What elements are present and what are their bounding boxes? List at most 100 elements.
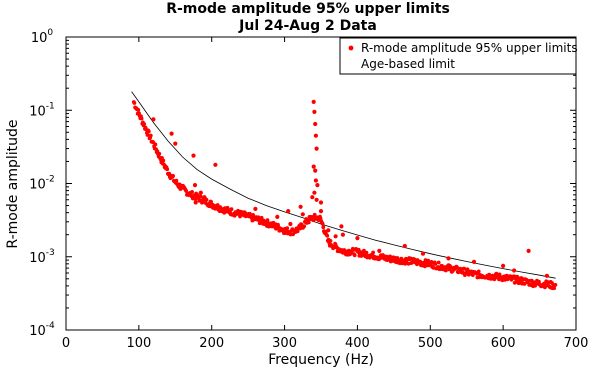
upper-limit-point — [311, 164, 316, 169]
upper-limit-point — [174, 178, 179, 183]
upper-limit-point — [433, 262, 438, 266]
upper-limit-point — [145, 133, 150, 137]
upper-limit-point — [304, 217, 309, 221]
upper-limit-point — [476, 269, 481, 274]
upper-limit-point — [471, 259, 477, 264]
upper-limit-point — [318, 200, 324, 205]
upper-limit-point — [377, 248, 382, 253]
upper-limit-point — [190, 190, 195, 194]
y-axis-label: R-mode amplitude — [5, 119, 21, 248]
upper-limit-point — [552, 286, 556, 291]
age-based-limit-line — [131, 91, 556, 279]
upper-limit-point — [148, 133, 153, 138]
upper-limit-point — [265, 218, 270, 223]
upper-limit-point — [213, 162, 218, 167]
legend: R-mode amplitude 95% upper limits Age-ba… — [339, 37, 578, 75]
upper-limit-point — [161, 158, 166, 163]
upper-limit-point — [526, 248, 531, 253]
upper-limit-point — [306, 220, 311, 225]
x-tick-label: 500 — [418, 336, 443, 351]
upper-limit-point — [198, 194, 203, 199]
upper-limit-point — [492, 277, 497, 282]
upper-limit-point — [139, 116, 144, 121]
upper-limit-point — [320, 221, 325, 226]
upper-limit-point — [446, 256, 451, 261]
upper-limit-point — [328, 239, 333, 243]
upper-limit-point — [132, 101, 137, 105]
legend-label-upper-limits: R-mode amplitude 95% upper limits — [361, 41, 578, 55]
y-tick-base: 10 — [29, 251, 46, 266]
upper-limit-point — [313, 178, 318, 183]
upper-limit-point — [146, 129, 151, 134]
upper-limit-point — [313, 133, 318, 138]
upper-limit-point — [215, 203, 220, 207]
upper-limit-point — [333, 234, 338, 239]
y-tick-exponent: -1 — [46, 101, 55, 111]
legend-label-age-limit: Age-based limit — [361, 57, 455, 71]
upper-limit-point — [151, 117, 156, 122]
upper-limit-point — [364, 250, 369, 255]
upper-limit-point — [193, 200, 198, 205]
x-tick-label: 200 — [199, 336, 224, 351]
upper-limit-point — [253, 206, 258, 211]
legend-marker-upper-limits — [348, 45, 354, 51]
upper-limit-point — [325, 233, 330, 238]
y-tick-label: 100 — [31, 28, 54, 46]
y-tick-label: 10-3 — [29, 248, 55, 266]
y-tick-exponent: -4 — [46, 321, 55, 331]
x-tick-label: 0 — [62, 336, 70, 351]
upper-limit-point — [311, 99, 316, 104]
upper-limit-point — [487, 272, 492, 277]
upper-limit-point — [169, 131, 174, 136]
chart-subtitle: Jul 24-Aug 2 Data — [238, 18, 377, 34]
y-tick-base: 10 — [29, 178, 46, 193]
upper-limit-point — [340, 232, 345, 237]
x-tick-label: 400 — [345, 336, 370, 351]
upper-limit-point — [371, 250, 375, 255]
upper-limit-point — [165, 167, 170, 172]
upper-limit-point — [142, 122, 147, 126]
upper-limit-point — [310, 195, 315, 200]
upper-limit-point — [444, 268, 448, 273]
upper-limit-point — [420, 251, 426, 256]
upper-limit-point — [229, 207, 234, 212]
plot-marks — [131, 91, 558, 291]
upper-limit-point — [157, 151, 162, 156]
upper-limit-point — [286, 209, 291, 214]
upper-limit-point — [318, 209, 324, 214]
y-tick-label: 10-4 — [29, 321, 55, 339]
y-tick-exponent: -3 — [46, 248, 55, 258]
x-tick-label: 600 — [491, 336, 516, 351]
upper-limit-point — [153, 142, 158, 147]
x-tick-label: 300 — [272, 336, 297, 351]
upper-limit-point — [191, 153, 196, 158]
upper-limit-point — [339, 224, 344, 229]
upper-limit-point — [171, 174, 176, 178]
upper-limit-point — [511, 268, 517, 273]
upper-limit-point — [192, 183, 198, 188]
upper-limit-point — [326, 228, 331, 233]
upper-limit-point — [198, 190, 203, 195]
y-tick-label: 10-1 — [29, 101, 55, 119]
upper-limit-point — [449, 265, 453, 270]
upper-limit-point — [544, 273, 550, 278]
upper-limit-point — [173, 141, 178, 146]
upper-limit-point — [355, 236, 360, 241]
upper-limit-point — [275, 214, 280, 219]
upper-limit-point — [209, 199, 214, 204]
upper-limit-point — [276, 225, 281, 230]
upper-limit-point — [501, 263, 506, 268]
upper-limit-point — [312, 109, 317, 114]
y-tick-base: 10 — [29, 324, 46, 339]
upper-limit-point — [553, 283, 558, 287]
upper-limit-point — [436, 260, 441, 265]
y-tick-exponent: 0 — [47, 28, 53, 38]
y-tick-base: 10 — [31, 31, 48, 46]
y-tick-base: 10 — [29, 104, 46, 119]
upper-limit-point — [285, 226, 290, 231]
y-tick-label: 10-2 — [29, 175, 55, 193]
upper-limit-point — [302, 224, 307, 229]
x-axis-label: Frequency (Hz) — [268, 352, 374, 368]
x-tick-label: 700 — [564, 336, 589, 351]
